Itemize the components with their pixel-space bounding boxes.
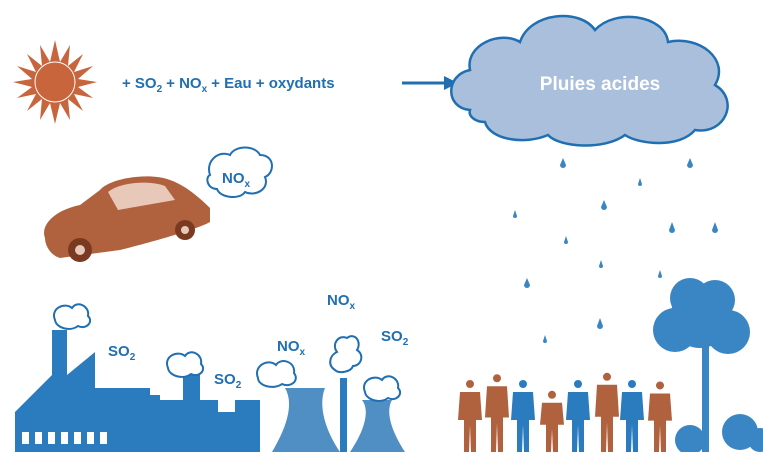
person xyxy=(485,374,509,452)
person xyxy=(595,373,619,452)
emission-label: SO2 xyxy=(108,343,136,363)
person xyxy=(458,380,482,452)
people xyxy=(458,373,672,452)
tree xyxy=(653,278,763,452)
factory xyxy=(15,330,260,452)
person xyxy=(648,381,672,452)
illustration: + SO2+ NOx+ Eau + oxydants Pluies acides… xyxy=(0,0,763,452)
cloud-label: Pluies acides xyxy=(540,74,660,95)
sun xyxy=(13,40,97,124)
emission-label: SO2 xyxy=(214,371,242,391)
puff xyxy=(257,361,296,387)
person xyxy=(620,380,644,452)
arrow xyxy=(402,76,458,90)
puff xyxy=(364,376,400,401)
emission-label: NOx xyxy=(327,292,356,312)
car xyxy=(44,176,210,262)
puff xyxy=(330,336,361,372)
puff xyxy=(54,304,90,329)
emission-label: NOx xyxy=(277,338,306,358)
emission-label: SO2 xyxy=(381,328,409,348)
equation: + SO2+ NOx+ Eau + oxydants xyxy=(122,75,335,95)
person xyxy=(511,380,535,452)
puff xyxy=(167,352,203,377)
person xyxy=(566,380,590,452)
person xyxy=(540,391,564,452)
